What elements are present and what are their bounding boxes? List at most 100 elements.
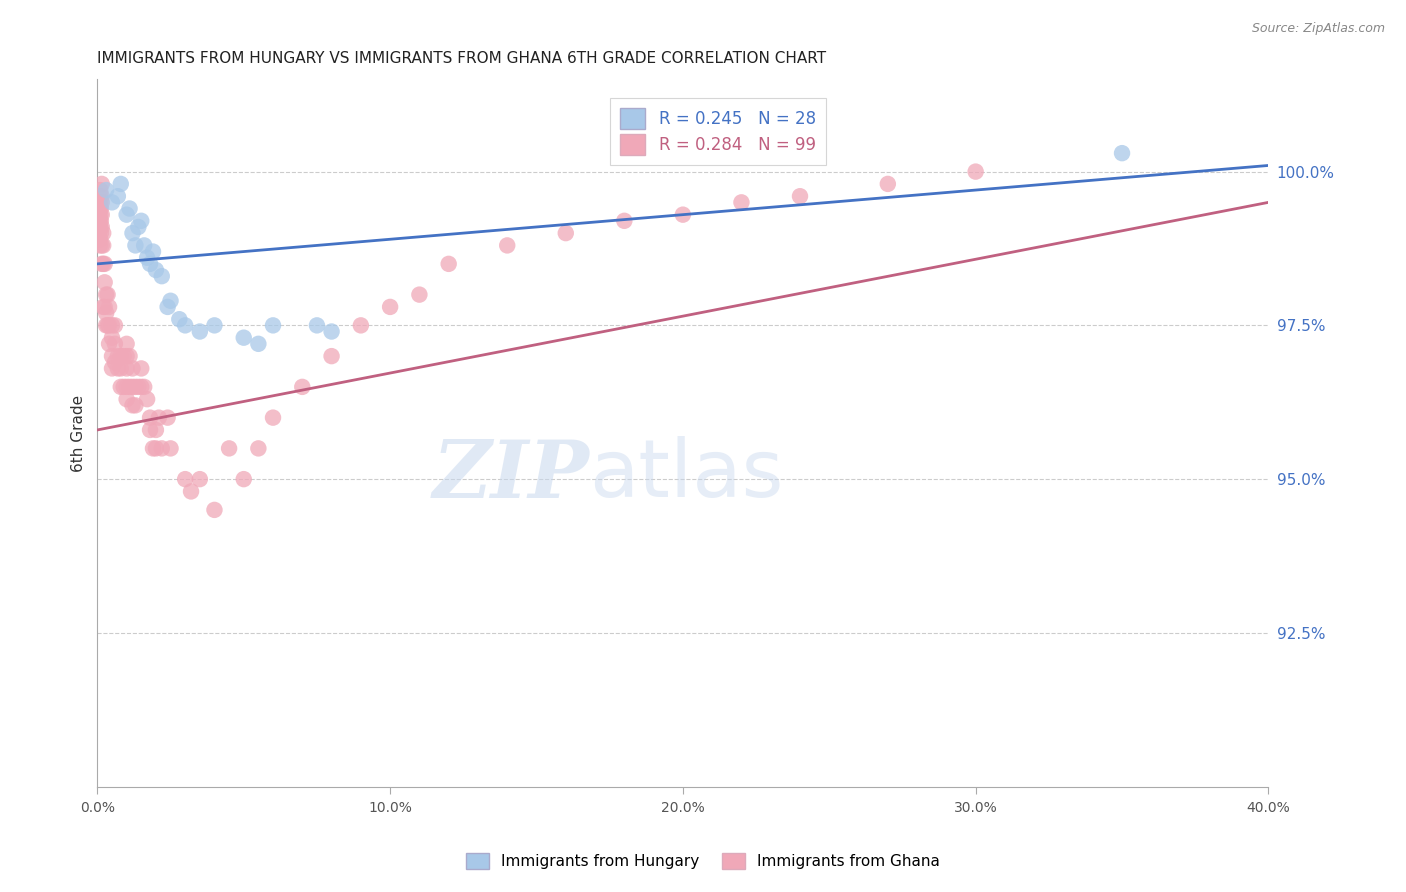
Point <box>110 177 132 191</box>
Point <box>148 410 170 425</box>
Point <box>118 202 141 216</box>
Point <box>90 219 112 234</box>
Point <box>112 380 135 394</box>
Point <box>89 232 111 246</box>
Point <box>107 361 129 376</box>
Point <box>90 202 112 216</box>
Legend: R = 0.245   N = 28, R = 0.284   N = 99: R = 0.245 N = 28, R = 0.284 N = 99 <box>610 98 825 165</box>
Point <box>97 287 120 301</box>
Point <box>115 361 138 376</box>
Point <box>91 257 114 271</box>
Point <box>94 318 117 333</box>
Point <box>159 293 181 308</box>
Point <box>204 318 226 333</box>
Point <box>204 503 226 517</box>
Point <box>139 257 162 271</box>
Point <box>87 208 110 222</box>
Point <box>169 312 191 326</box>
Text: atlas: atlas <box>589 436 783 515</box>
Point <box>876 177 898 191</box>
Point <box>104 336 127 351</box>
Point <box>496 238 519 252</box>
Point <box>129 380 152 394</box>
Text: Source: ZipAtlas.com: Source: ZipAtlas.com <box>1251 22 1385 36</box>
Point <box>87 226 110 240</box>
Point <box>247 442 270 456</box>
Point <box>321 349 343 363</box>
Point <box>262 410 284 425</box>
Point <box>139 423 162 437</box>
Point <box>90 189 112 203</box>
Point <box>180 484 202 499</box>
Point <box>150 269 173 284</box>
Point <box>91 300 114 314</box>
Point <box>156 410 179 425</box>
Point <box>115 380 138 394</box>
Point <box>121 361 143 376</box>
Point <box>262 318 284 333</box>
Point <box>232 472 254 486</box>
Point <box>159 442 181 456</box>
Point <box>134 238 156 252</box>
Point <box>94 287 117 301</box>
Point <box>115 336 138 351</box>
Point <box>90 208 112 222</box>
Point <box>112 349 135 363</box>
Point <box>124 238 146 252</box>
Point <box>129 214 152 228</box>
Point <box>98 336 121 351</box>
Point <box>305 318 328 333</box>
Legend: Immigrants from Hungary, Immigrants from Ghana: Immigrants from Hungary, Immigrants from… <box>460 847 946 875</box>
Point <box>89 202 111 216</box>
Text: ZIP: ZIP <box>432 437 589 514</box>
Point <box>321 325 343 339</box>
Point <box>613 214 636 228</box>
Point <box>94 183 117 197</box>
Point <box>121 380 143 394</box>
Point <box>89 189 111 203</box>
Point <box>98 300 121 314</box>
Point <box>89 208 111 222</box>
Point <box>145 263 167 277</box>
Point <box>97 318 120 333</box>
Y-axis label: 6th Grade: 6th Grade <box>72 394 86 472</box>
Point <box>115 208 138 222</box>
Point <box>378 300 401 314</box>
Point <box>127 380 149 394</box>
Point <box>93 276 115 290</box>
Point <box>89 238 111 252</box>
Point <box>90 195 112 210</box>
Point <box>730 195 752 210</box>
Point <box>218 442 240 456</box>
Point <box>90 214 112 228</box>
Point <box>129 361 152 376</box>
Point <box>90 238 112 252</box>
Point <box>408 287 430 301</box>
Point <box>672 208 695 222</box>
Point <box>93 257 115 271</box>
Point <box>350 318 373 333</box>
Point <box>115 349 138 363</box>
Point <box>142 442 165 456</box>
Point <box>110 361 132 376</box>
Point <box>90 177 112 191</box>
Point <box>136 251 159 265</box>
Point <box>104 318 127 333</box>
Point <box>101 195 124 210</box>
Point <box>291 380 314 394</box>
Point <box>142 244 165 259</box>
Point <box>247 336 270 351</box>
Point <box>90 226 112 240</box>
Point <box>107 349 129 363</box>
Point <box>93 300 115 314</box>
Point <box>437 257 460 271</box>
Point <box>91 238 114 252</box>
Point <box>107 189 129 203</box>
Point <box>121 398 143 412</box>
Point <box>91 226 114 240</box>
Point <box>118 380 141 394</box>
Point <box>110 349 132 363</box>
Point <box>115 392 138 407</box>
Point <box>89 183 111 197</box>
Text: IMMIGRANTS FROM HUNGARY VS IMMIGRANTS FROM GHANA 6TH GRADE CORRELATION CHART: IMMIGRANTS FROM HUNGARY VS IMMIGRANTS FR… <box>97 51 827 66</box>
